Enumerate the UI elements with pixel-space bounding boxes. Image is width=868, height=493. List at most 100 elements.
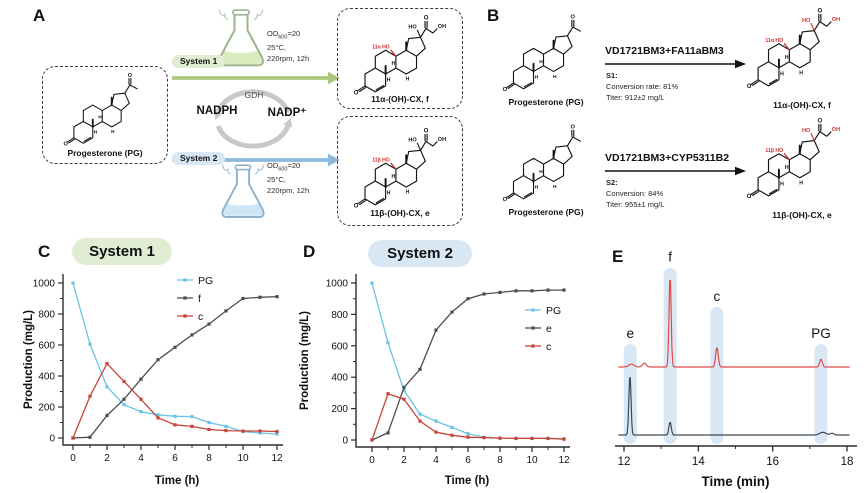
system1-title-pill: System 1 (72, 238, 172, 265)
svg-text:O: O (424, 129, 429, 135)
svg-text:200: 200 (38, 403, 55, 414)
svg-text:H: H (111, 129, 115, 134)
svg-text:16: 16 (766, 456, 779, 468)
substrate-box: O O H H H Progesterone (PG) (42, 66, 168, 164)
svg-text:H: H (780, 181, 784, 187)
svg-text:H: H (387, 191, 391, 197)
rxn2-arrow (605, 166, 746, 176)
system2-pill: System 2 (172, 152, 226, 165)
svg-text:OH: OH (832, 17, 840, 23)
nadp-label: NADP⁺ (267, 107, 307, 119)
svg-text:Time (h): Time (h) (155, 475, 200, 487)
svg-text:12: 12 (618, 456, 631, 468)
chromatogram: e f c PG 12 14 16 18 Time (min) (585, 236, 868, 493)
chart-system1: 0 2 4 6 8 10 12 0 200 400 600 800 1000 Time (h) Produc… (23, 274, 283, 487)
svg-text:0: 0 (70, 453, 76, 464)
svg-text:H: H (539, 59, 543, 65)
system2-title-pill: System 2 (368, 240, 472, 267)
svg-text:H: H (535, 75, 539, 81)
svg-text:O: O (747, 194, 752, 200)
substrate-label: Progesterone (PG) (67, 148, 143, 158)
structure-progesterone: O O H H H (503, 14, 581, 93)
rxn1-info: S1: Conversion rate: 81% Titer: 912±2 mg… (606, 71, 679, 102)
svg-text:10: 10 (526, 455, 538, 466)
chart-system2: 0 2 4 6 8 10 12 0 200 400 600 800 1000 Time (h) Produc… (292, 236, 580, 493)
svg-text:O: O (64, 141, 69, 147)
svg-text:OH: OH (832, 127, 840, 133)
svg-text:Production (mg/L): Production (mg/L) (23, 310, 35, 409)
svg-text:1000: 1000 (326, 279, 349, 290)
svg-text:HO: HO (802, 128, 811, 134)
svg-text:O: O (747, 84, 752, 90)
svg-text:H: H (406, 77, 410, 83)
od-line: OD600=20 (267, 29, 301, 41)
structure-progesterone: O O H H H (502, 120, 593, 204)
svg-text:H: H (94, 130, 98, 135)
svg-text:Time (h): Time (h) (445, 475, 490, 487)
svg-text:4: 4 (433, 455, 439, 466)
svg-text:2: 2 (401, 455, 407, 466)
svg-text:H: H (535, 185, 539, 191)
svg-text:e: e (546, 323, 552, 335)
svg-text:H: H (799, 180, 803, 186)
product1-label: 11α-(OH)-CX, f (371, 94, 429, 104)
svg-text:f: f (668, 250, 672, 265)
panel-c: 0 2 4 6 8 10 12 0 200 400 600 800 1000 Time (h) Produc… (20, 236, 292, 493)
svg-text:H: H (387, 78, 391, 84)
system1-conditions: OD600=20 25°C, 220rpm, 12h (267, 29, 310, 63)
svg-text:18: 18 (841, 456, 854, 468)
rxn1-enzymes: VD1721BM3+FA11aBM3 (605, 45, 724, 57)
svg-text:H: H (799, 70, 803, 76)
od-line: OD600=20 (267, 161, 301, 173)
rxn2-enzymes: VD1721BM3+CYP5311B2 (605, 152, 730, 164)
system2-conditions: OD600=20 25°C, 220rpm, 12h (267, 161, 310, 195)
svg-text:OH: OH (438, 24, 446, 30)
structure-progesterone: O O H H H (503, 124, 581, 203)
svg-text:800: 800 (331, 310, 348, 321)
svg-text:6: 6 (172, 453, 178, 464)
svg-text:O: O (571, 14, 576, 20)
svg-text:11α HO: 11α HO (372, 45, 390, 51)
svg-text:O: O (128, 73, 133, 79)
svg-text:H: H (785, 55, 789, 61)
svg-text:c: c (198, 311, 203, 323)
chart-hplc: e f c PG 12 14 16 18 Time (min) (615, 250, 857, 489)
svg-text:H: H (539, 169, 543, 175)
svg-text:H: H (785, 165, 789, 171)
product2-box: O O H H H OH HO 11β HO 11β-(OH)-CX, e (337, 116, 463, 226)
svg-text:4: 4 (138, 453, 144, 464)
rxn1-arrow (605, 59, 746, 69)
svg-text:O: O (571, 124, 576, 130)
system1-pill: System 1 (172, 55, 226, 68)
panel-c-label: C (38, 242, 51, 261)
svg-text:O: O (503, 87, 508, 93)
svg-text:2: 2 (104, 453, 110, 464)
svg-text:400: 400 (331, 373, 348, 384)
svg-text:O: O (354, 90, 359, 96)
svg-text:0: 0 (342, 436, 348, 447)
svg-text:HO: HO (408, 25, 417, 31)
chart-system1: 0 2 4 6 8 10 12 0 200 400 600 800 1000 Time (h) Produc… (20, 236, 292, 493)
svg-text:e: e (627, 326, 635, 341)
svg-text:PG: PG (198, 275, 213, 287)
svg-text:Time (min): Time (min) (701, 474, 769, 489)
svg-text:OH: OH (438, 137, 446, 143)
structure-progesterone: O O H H H (64, 73, 138, 147)
svg-text:0: 0 (369, 455, 375, 466)
rxn2-substrate-label: Progesterone (PG) (508, 207, 584, 217)
structure-progesterone: O O H H H (63, 69, 149, 148)
svg-text:Production (mg/L): Production (mg/L) (299, 311, 311, 410)
panel-a-label: A (33, 6, 46, 25)
panel-d-label: D (303, 242, 316, 261)
gdh-label: GDH (244, 90, 264, 100)
svg-text:f: f (198, 293, 201, 305)
panel-b-label: B (487, 6, 500, 25)
flask-icon (221, 164, 265, 218)
svg-text:6: 6 (465, 455, 471, 466)
